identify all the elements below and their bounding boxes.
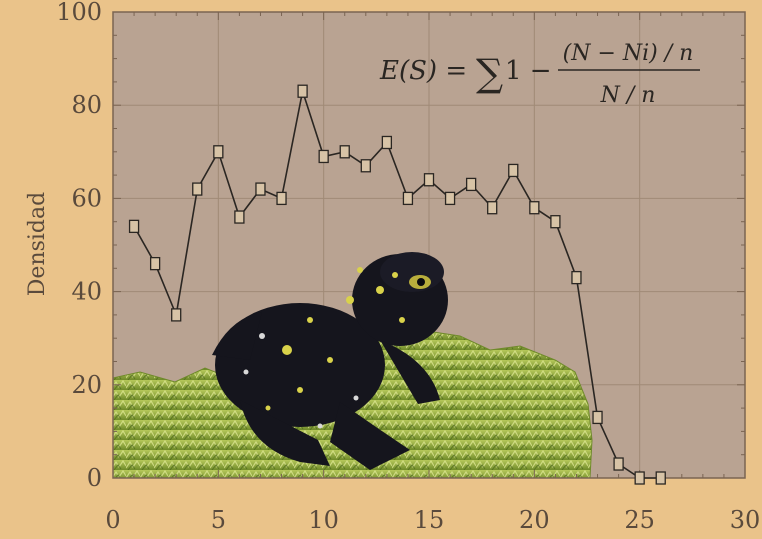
series-group (128, 84, 666, 485)
data-point-marker (276, 191, 287, 206)
formula-sum-symbol: ∑ (476, 51, 503, 95)
data-point-marker (255, 182, 266, 196)
data-point-marker (234, 210, 245, 224)
data-point-marker (465, 177, 477, 192)
x-tick-labels: 0 5 10 15 20 25 30 (105, 506, 760, 534)
formula-numerator: (N − Ni) / n (563, 41, 694, 66)
data-point-marker (318, 149, 329, 164)
data-point-marker (571, 270, 582, 285)
data-point-marker (613, 457, 624, 471)
x-tick-label: 15 (414, 506, 445, 534)
data-point-marker (655, 471, 666, 485)
data-point-marker (529, 201, 540, 215)
y-tick-labels: 0 20 40 60 80 100 (56, 0, 102, 492)
y-tick-label: 20 (71, 371, 102, 399)
data-point-marker (149, 256, 161, 271)
y-tick-label: 40 (71, 278, 102, 306)
x-tick-label: 25 (624, 506, 655, 534)
data-point-marker (128, 219, 140, 234)
formula-denominator: N / n (600, 83, 656, 108)
data-point-marker (171, 308, 182, 322)
data-point-marker (423, 173, 435, 187)
formula-one-minus: 1 − (505, 56, 552, 86)
data-point-marker (508, 163, 519, 178)
data-point-marker (360, 159, 371, 173)
frog-illustration (212, 252, 448, 470)
formula-annotation: E(S) = ∑ 1 − (N − Ni) / n N / n (379, 41, 700, 108)
series-line (133, 88, 661, 479)
y-tick-label: 80 (71, 91, 102, 119)
data-point-marker (592, 410, 603, 425)
x-tick-label: 30 (730, 506, 761, 534)
data-point-marker (487, 201, 498, 215)
formula-lhs: E(S) = (379, 56, 467, 86)
data-point-marker (634, 471, 645, 485)
data-point-marker (213, 145, 224, 159)
y-tick-label: 0 (87, 464, 102, 492)
x-tick-label: 20 (519, 506, 550, 534)
data-point-marker (381, 135, 393, 150)
x-tick-label: 5 (211, 506, 226, 534)
data-point-marker (444, 191, 456, 206)
frog-photo (112, 252, 593, 479)
data-point-marker (297, 84, 308, 98)
x-tick-label: 10 (308, 506, 339, 534)
data-point-marker (402, 191, 414, 206)
tick-marks (112, 11, 746, 479)
y-tick-label: 100 (56, 0, 102, 26)
x-tick-label: 0 (105, 506, 120, 534)
y-axis-label: Densidad (25, 192, 50, 296)
y-tick-label: 60 (71, 184, 102, 212)
data-point-marker (339, 145, 350, 159)
data-point-marker (550, 215, 561, 229)
data-point-marker (192, 182, 203, 196)
